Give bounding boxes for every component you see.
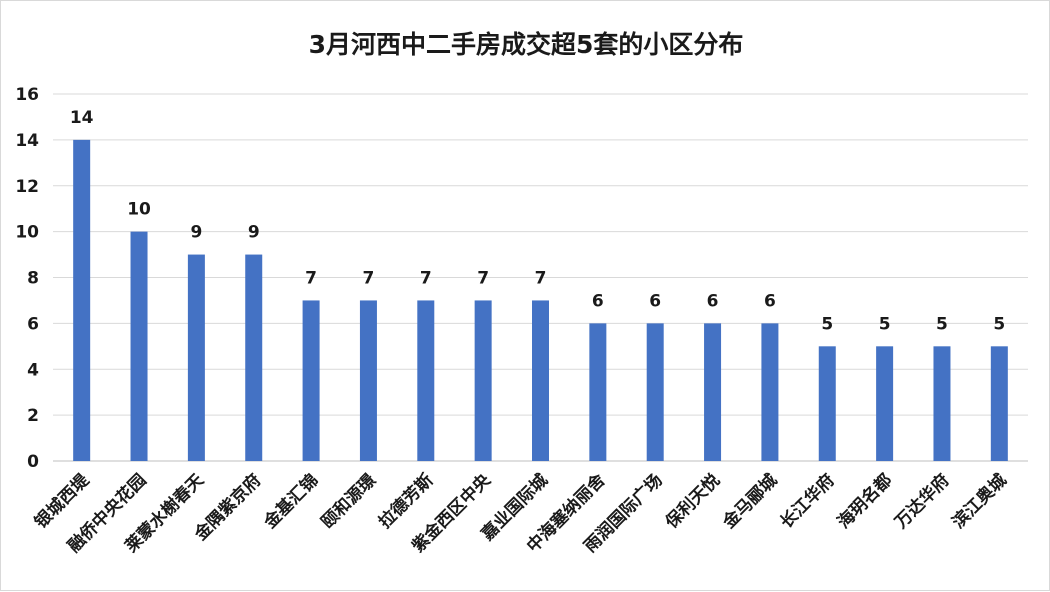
data-label: 6 (764, 291, 776, 311)
bar (245, 254, 263, 461)
data-label: 6 (707, 291, 719, 311)
data-label: 5 (993, 314, 1005, 334)
x-tick-label: 金马郦城 (718, 470, 782, 534)
bar (73, 139, 91, 461)
y-tick-label: 16 (15, 85, 39, 105)
x-tick-label: 万达华府 (890, 470, 954, 534)
chart-title: 3月河西中二手房成交超5套的小区分布 (308, 30, 744, 59)
data-label: 7 (535, 268, 547, 288)
data-label: 7 (305, 268, 317, 288)
y-tick-label: 14 (15, 131, 39, 151)
bar (417, 300, 435, 461)
bar (532, 300, 549, 461)
bar (187, 254, 205, 461)
y-tick-label: 10 (15, 223, 39, 243)
data-label: 6 (649, 291, 661, 311)
data-label: 5 (821, 314, 833, 334)
data-label: 9 (248, 223, 260, 243)
data-label: 7 (420, 268, 432, 288)
y-tick-label: 4 (27, 360, 39, 380)
data-label: 5 (879, 314, 891, 334)
y-tick-label: 2 (27, 406, 39, 426)
x-tick-label: 保利天悦 (660, 470, 724, 534)
bar (876, 346, 894, 461)
data-label: 7 (477, 268, 489, 288)
bar (130, 231, 148, 461)
bar (302, 300, 320, 461)
x-tick-label: 海玥名都 (833, 470, 896, 533)
y-tick-label: 6 (27, 314, 39, 334)
bar (818, 346, 836, 461)
x-tick-label: 颐和源璟 (317, 470, 380, 533)
data-label: 9 (190, 223, 202, 243)
bar (359, 300, 377, 461)
data-label: 14 (70, 108, 94, 128)
bar (474, 300, 492, 461)
bar (646, 323, 664, 461)
x-tick-label: 滨江奥城 (948, 470, 1011, 533)
bar (589, 323, 607, 461)
data-label: 5 (936, 314, 948, 334)
bar (704, 323, 722, 461)
data-label: 6 (592, 291, 604, 311)
y-tick-label: 0 (27, 452, 39, 472)
y-tick-label: 8 (27, 269, 39, 289)
bar (761, 323, 779, 461)
y-tick-label: 12 (15, 177, 39, 197)
bar (990, 346, 1008, 461)
x-tick-label: 长江华府 (776, 470, 839, 533)
bar (933, 346, 951, 461)
x-tick-label: 金基汇锦 (259, 470, 323, 534)
data-label: 10 (127, 200, 151, 220)
data-label: 7 (363, 268, 375, 288)
